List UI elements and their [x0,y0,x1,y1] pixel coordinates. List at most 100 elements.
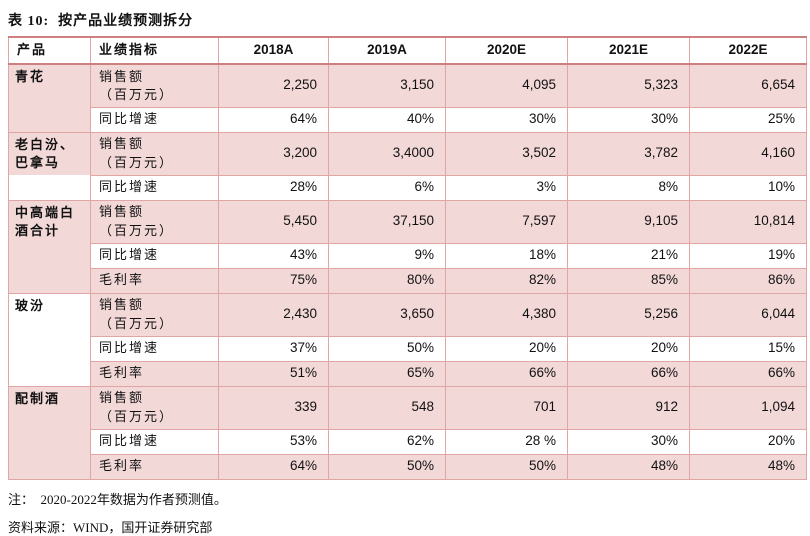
forecast-table: 产品 业绩指标 2018A 2019A 2020E 2021E 2022E 青花… [8,36,807,480]
value-cell: 86% [689,267,807,294]
indicator-cell: 销售额 （百万元） [90,199,219,244]
value-cell: 51% [218,360,329,387]
indicator-cell: 销售额 （百万元） [90,385,219,430]
value-cell: 15% [689,335,807,362]
col-header-2020e: 2020E [445,36,568,65]
value-cell: 7,597 [445,199,568,244]
footnote: 注： 2020-2022年数据为作者预测值。 [8,491,227,507]
value-cell: 3,150 [328,63,446,108]
value-cell: 701 [445,385,568,430]
value-cell: 62% [328,428,446,455]
value-cell: 3,650 [328,292,446,337]
value-cell: 48% [689,453,807,480]
value-cell: 43% [218,242,329,269]
value-cell: 66% [445,360,568,387]
indicator-cell: 同比增速 [90,428,219,455]
header-row: 产品 业绩指标 2018A 2019A 2020E 2021E 2022E [8,36,807,65]
value-cell: 4,160 [689,131,807,176]
table-row: 玻汾 销售额 （百万元） 2,430 3,650 4,380 5,256 6,0… [8,292,807,337]
value-cell: 6,044 [689,292,807,337]
indicator-cell: 毛利率 [90,360,219,387]
indicator-cell: 同比增速 [90,335,219,362]
value-cell: 19% [689,242,807,269]
indicator-cell: 毛利率 [90,453,219,480]
value-cell: 20% [445,335,568,362]
table-row: 同比增速 28% 6% 3% 8% 10% [8,174,807,201]
value-cell: 64% [218,106,329,133]
value-cell: 6,654 [689,63,807,108]
table-row: 毛利率 75% 80% 82% 85% 86% [8,267,807,294]
value-cell: 50% [328,335,446,362]
value-cell: 339 [218,385,329,430]
value-cell: 28% [218,174,329,201]
value-cell: 48% [567,453,690,480]
value-cell: 66% [689,360,807,387]
value-cell: 9,105 [567,199,690,244]
value-cell: 548 [328,385,446,430]
table-row: 同比增速 64% 40% 30% 30% 25% [8,106,807,133]
value-cell: 5,256 [567,292,690,337]
value-cell: 18% [445,242,568,269]
product-cell-continuation [8,175,91,200]
value-cell: 3,200 [218,131,329,176]
product-cell-continuation [8,429,91,454]
value-cell: 3,782 [567,131,690,176]
value-cell: 4,095 [445,63,568,108]
product-cell-continuation [8,361,91,386]
indicator-cell: 同比增速 [90,174,219,201]
indicator-cell: 销售额 （百万元） [90,131,219,176]
value-cell: 64% [218,453,329,480]
value-cell: 40% [328,106,446,133]
table-row: 同比增速 53% 62% 28 % 30% 20% [8,428,807,455]
value-cell: 8% [567,174,690,201]
product-cell-continuation [8,336,91,361]
table-row: 毛利率 64% 50% 50% 48% 48% [8,453,807,480]
value-cell: 1,094 [689,385,807,430]
value-cell: 20% [689,428,807,455]
indicator-cell: 同比增速 [90,106,219,133]
value-cell: 10,814 [689,199,807,244]
product-cell-continuation [8,243,91,268]
product-cell-continuation [8,107,91,132]
value-cell: 9% [328,242,446,269]
col-header-2019a: 2019A [328,36,446,65]
col-header-product: 产品 [8,36,91,65]
value-cell: 3% [445,174,568,201]
product-cell-continuation [8,454,91,479]
table-row: 配制酒 销售额 （百万元） 339 548 701 912 1,094 [8,385,807,430]
col-header-indicator: 业绩指标 [90,36,219,65]
value-cell: 50% [445,453,568,480]
value-cell: 20% [567,335,690,362]
indicator-cell: 毛利率 [90,267,219,294]
value-cell: 66% [567,360,690,387]
value-cell: 50% [328,453,446,480]
col-header-2022e: 2022E [689,36,807,65]
table-row: 毛利率 51% 65% 66% 66% 66% [8,360,807,387]
product-cell: 玻汾 [8,292,91,336]
value-cell: 82% [445,267,568,294]
table-row: 同比增速 43% 9% 18% 21% 19% [8,242,807,269]
table-row: 同比增速 37% 50% 20% 20% 15% [8,335,807,362]
product-cell: 配制酒 [8,385,91,429]
table-title: 表 10: 按产品业绩预测拆分 [8,14,194,29]
value-cell: 65% [328,360,446,387]
value-cell: 10% [689,174,807,201]
value-cell: 2,430 [218,292,329,337]
value-cell: 5,450 [218,199,329,244]
value-cell: 53% [218,428,329,455]
value-cell: 5,323 [567,63,690,108]
table-row: 中高端白 酒合计 销售额 （百万元） 5,450 37,150 7,597 9,… [8,199,807,244]
table-row: 老白汾、 巴拿马 销售额 （百万元） 3,200 3,4000 3,502 3,… [8,131,807,176]
value-cell: 6% [328,174,446,201]
value-cell: 25% [689,106,807,133]
value-cell: 30% [445,106,568,133]
indicator-cell: 销售额 （百万元） [90,292,219,337]
value-cell: 80% [328,267,446,294]
col-header-2021e: 2021E [567,36,690,65]
value-cell: 30% [567,428,690,455]
value-cell: 30% [567,106,690,133]
source-note: 资料来源：WIND，国开证券研究部 [8,519,213,535]
value-cell: 75% [218,267,329,294]
value-cell: 37% [218,335,329,362]
